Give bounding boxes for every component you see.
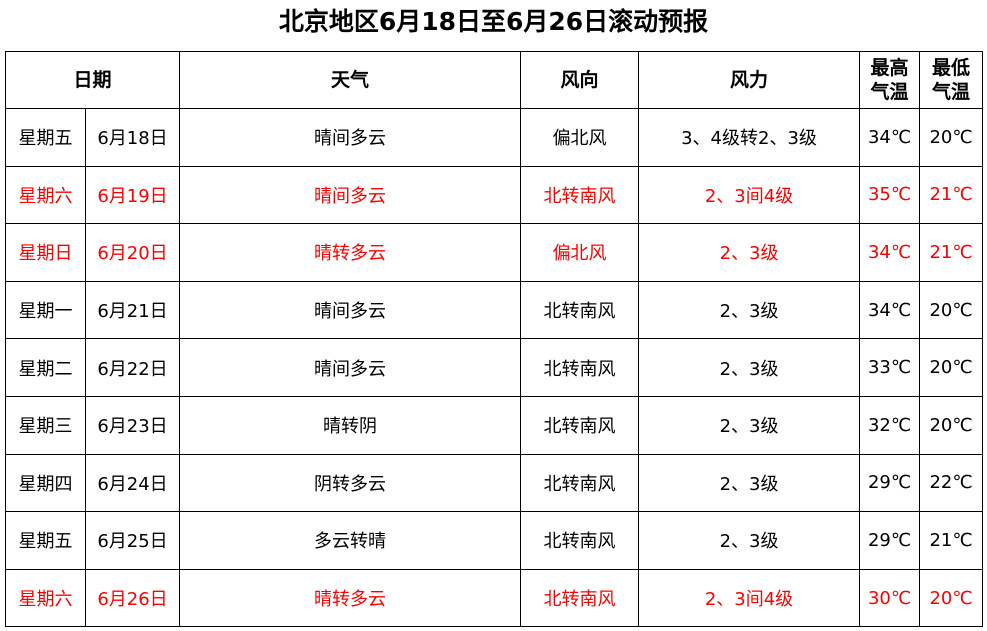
table-row: 星期二 6月22日 晴间多云 北转南风 2、3级 33℃ 20℃ bbox=[5, 338, 984, 397]
table-row: 星期五 6月18日 晴间多云 偏北风 3、4级转2、3级 34℃ 20℃ bbox=[5, 108, 984, 167]
weather-cell: 晴间多云 bbox=[179, 108, 522, 167]
high-temp-cell: 32℃ bbox=[859, 395, 921, 455]
wind-force-cell: 2、3级 bbox=[638, 395, 861, 455]
header-weather: 天气 bbox=[179, 51, 522, 109]
wind-direction-cell: 偏北风 bbox=[520, 223, 640, 282]
low-temp-cell: 22℃ bbox=[919, 453, 984, 513]
low-temp-cell: 21℃ bbox=[919, 223, 984, 282]
high-temp-cell: 29℃ bbox=[859, 511, 921, 570]
weather-cell: 晴转多云 bbox=[179, 568, 522, 628]
table-row: 星期四 6月24日 阴转多云 北转南风 2、3级 29℃ 22℃ bbox=[5, 453, 984, 513]
wind-force-cell: 2、3间4级 bbox=[638, 568, 861, 628]
wind-direction-cell: 北转南风 bbox=[520, 568, 640, 628]
date-cell: 6月21日 bbox=[84, 280, 181, 340]
date-cell: 6月19日 bbox=[84, 165, 181, 225]
header-row: 日期 天气 风向 风力 最高 气温 最低 气温 bbox=[4, 51, 984, 109]
high-temp-cell: 34℃ bbox=[859, 223, 921, 282]
header-high-line2: 气温 bbox=[870, 81, 909, 103]
date-cell: 6月23日 bbox=[84, 395, 181, 455]
weekday-cell: 星期六 bbox=[5, 568, 86, 628]
high-temp-cell: 35℃ bbox=[859, 165, 921, 225]
date-cell: 6月25日 bbox=[84, 511, 181, 570]
header-high-line1: 最高 bbox=[870, 57, 909, 79]
weekday-cell: 星期日 bbox=[5, 223, 86, 282]
weekday-cell: 星期一 bbox=[5, 280, 86, 340]
low-temp-cell: 20℃ bbox=[919, 108, 984, 167]
wind-direction-cell: 北转南风 bbox=[520, 453, 640, 513]
date-cell: 6月18日 bbox=[84, 108, 181, 167]
weather-cell: 晴间多云 bbox=[179, 280, 522, 340]
table-row: 星期六 6月19日 晴间多云 北转南风 2、3间4级 35℃ 21℃ bbox=[5, 165, 984, 225]
date-cell: 6月26日 bbox=[84, 568, 181, 628]
wind-direction-cell: 北转南风 bbox=[520, 165, 640, 225]
weather-cell: 晴间多云 bbox=[179, 338, 522, 397]
header-wind-direction: 风向 bbox=[520, 51, 640, 109]
low-temp-cell: 21℃ bbox=[919, 511, 984, 570]
header-wind-force: 风力 bbox=[638, 51, 861, 109]
wind-force-cell: 2、3级 bbox=[638, 338, 861, 397]
weekday-cell: 星期六 bbox=[5, 165, 86, 225]
table-row: 星期日 6月20日 晴转多云 偏北风 2、3级 34℃ 21℃ bbox=[5, 223, 984, 282]
table-row: 星期六 6月26日 晴转多云 北转南风 2、3间4级 30℃ 20℃ bbox=[5, 568, 984, 628]
table-row: 星期三 6月23日 晴转阴 北转南风 2、3级 32℃ 20℃ bbox=[5, 395, 984, 455]
high-temp-cell: 29℃ bbox=[859, 453, 921, 513]
high-temp-cell: 34℃ bbox=[859, 280, 921, 340]
wind-force-cell: 2、3级 bbox=[638, 223, 861, 282]
header-high-temp: 最高 气温 bbox=[859, 51, 921, 109]
weather-cell: 多云转晴 bbox=[179, 511, 522, 570]
high-temp-cell: 30℃ bbox=[859, 568, 921, 628]
date-cell: 6月22日 bbox=[84, 338, 181, 397]
wind-direction-cell: 北转南风 bbox=[520, 280, 640, 340]
date-cell: 6月24日 bbox=[84, 453, 181, 513]
header-low-line2: 气温 bbox=[932, 81, 971, 103]
weather-cell: 晴间多云 bbox=[179, 165, 522, 225]
low-temp-cell: 20℃ bbox=[919, 338, 984, 397]
weather-cell: 阴转多云 bbox=[179, 453, 522, 513]
wind-force-cell: 2、3级 bbox=[638, 511, 861, 570]
weekday-cell: 星期五 bbox=[5, 511, 86, 570]
table-row: 星期一 6月21日 晴间多云 北转南风 2、3级 34℃ 20℃ bbox=[5, 280, 984, 340]
weather-cell: 晴转多云 bbox=[179, 223, 522, 282]
date-cell: 6月20日 bbox=[84, 223, 181, 282]
header-date: 日期 bbox=[4, 51, 181, 109]
header-low-line1: 最低 bbox=[932, 57, 971, 79]
high-temp-cell: 33℃ bbox=[859, 338, 921, 397]
table-body: 星期五 6月18日 晴间多云 偏北风 3、4级转2、3级 34℃ 20℃ 星期六 6月19日 晴间… bbox=[5, 108, 984, 628]
header-low-temp: 最低 气温 bbox=[919, 51, 984, 109]
wind-direction-cell: 北转南风 bbox=[520, 338, 640, 397]
wind-direction-cell: 北转南风 bbox=[520, 395, 640, 455]
wind-force-cell: 2、3间4级 bbox=[638, 165, 861, 225]
forecast-table: 日期 天气 风向 风力 最高 气温 最低 气温 星期五 6月18日 晴间多云 偏北风 3、4… bbox=[4, 51, 984, 628]
wind-force-cell: 3、4级转2、3级 bbox=[638, 108, 861, 167]
weekday-cell: 星期五 bbox=[5, 108, 86, 167]
weather-cell: 晴转阴 bbox=[179, 395, 522, 455]
wind-force-cell: 2、3级 bbox=[638, 453, 861, 513]
weekday-cell: 星期二 bbox=[5, 338, 86, 397]
weekday-cell: 星期四 bbox=[5, 453, 86, 513]
table-row: 星期五 6月25日 多云转晴 北转南风 2、3级 29℃ 21℃ bbox=[5, 511, 984, 570]
wind-force-cell: 2、3级 bbox=[638, 280, 861, 340]
low-temp-cell: 20℃ bbox=[919, 395, 984, 455]
wind-direction-cell: 偏北风 bbox=[520, 108, 640, 167]
high-temp-cell: 34℃ bbox=[859, 108, 921, 167]
low-temp-cell: 21℃ bbox=[919, 165, 984, 225]
weekday-cell: 星期三 bbox=[5, 395, 86, 455]
low-temp-cell: 20℃ bbox=[919, 280, 984, 340]
page-title: 北京地区6月18日至6月26日滚动预报 bbox=[278, 7, 709, 36]
low-temp-cell: 20℃ bbox=[919, 568, 984, 628]
wind-direction-cell: 北转南风 bbox=[520, 511, 640, 570]
